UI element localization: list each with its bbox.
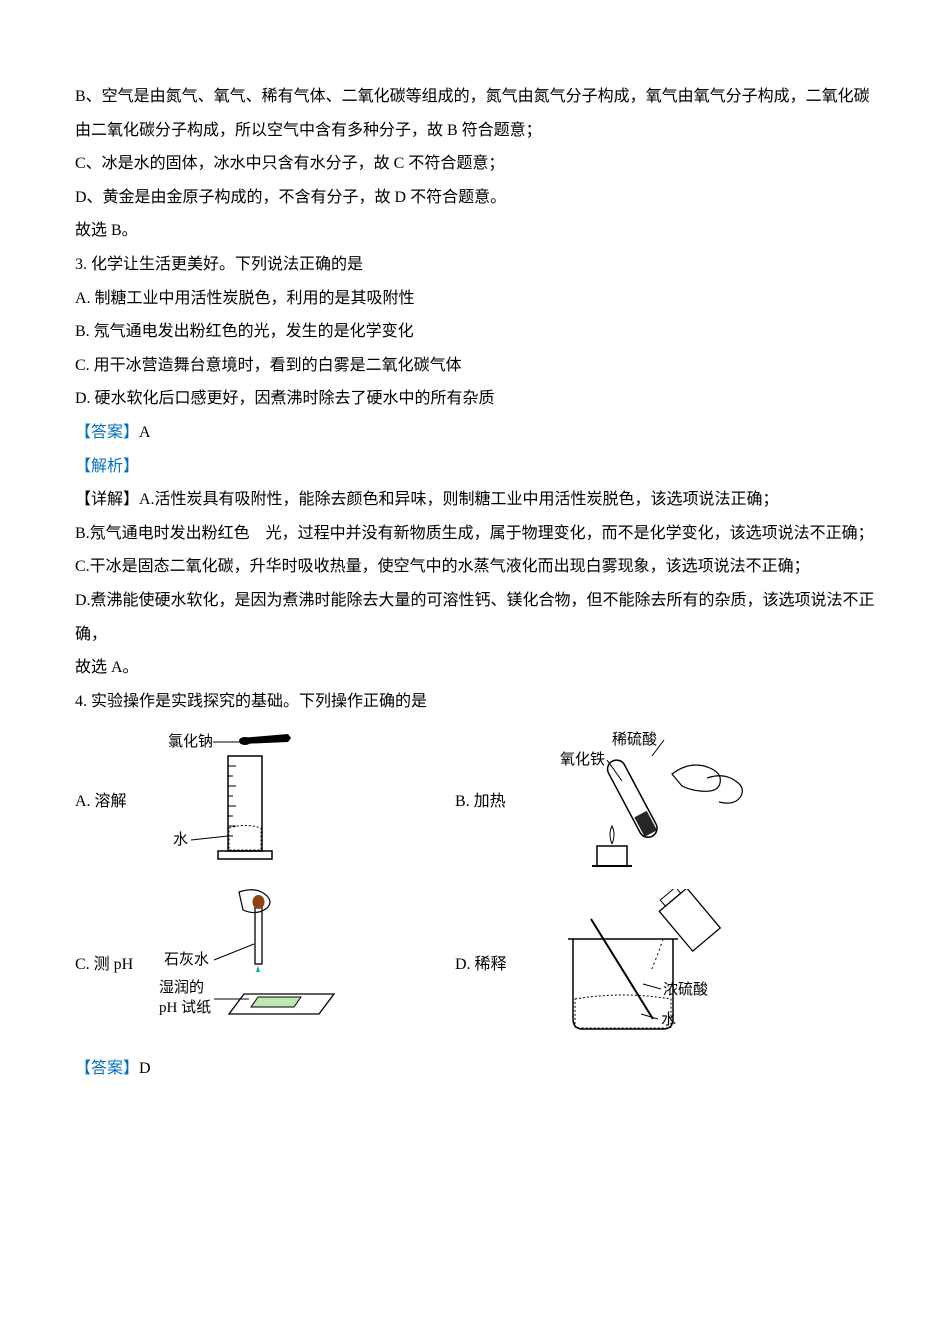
q2-option-d: D、黄金是由金原子构成的，不含有分子，故 D 不符合题意。	[75, 181, 875, 215]
q4-D-label: D. 稀释	[455, 955, 507, 974]
q4-option-D: D. 稀释 浓硫酸	[455, 884, 835, 1044]
q3-pick: 故选 A。	[75, 651, 875, 685]
q4-C-label: C. 测 pH	[75, 955, 133, 974]
q3-detail-A: 【详解】A.活性炭具有吸附性，能除去颜色和异味，则制糖工业中用活性炭脱色，该选项…	[75, 483, 875, 517]
svg-text:湿润的: 湿润的	[159, 979, 204, 996]
svg-text:浓硫酸: 浓硫酸	[663, 981, 708, 998]
q4-B-label: B. 加热	[455, 792, 506, 811]
svg-text:石灰水: 石灰水	[164, 951, 209, 968]
svg-text:稀硫酸: 稀硫酸	[612, 731, 657, 748]
q2-pick: 故选 B。	[75, 214, 875, 248]
page: B、空气是由氮气、氧气、稀有气体、二氧化碳等组成的，氮气由氮气分子构成，氧气由氧…	[0, 0, 950, 1146]
q3-detail-B: B.氖气通电时发出粉红色 光，过程中并没有新物质生成，属于物理变化，而不是化学变…	[75, 517, 875, 551]
q2-option-c: C、冰是水的固体，冰水中只含有水分子，故 C 不符合题意；	[75, 147, 875, 181]
svg-text:氯化钠: 氯化钠	[168, 733, 213, 750]
svg-text:pH 试纸: pH 试纸	[159, 999, 211, 1016]
q3-answer: 【答案】A	[75, 416, 875, 450]
analysis-label: 【解析】	[75, 458, 139, 475]
ph-test-icon: 石灰水 湿润的 pH 试纸	[139, 884, 349, 1044]
q3-D: D. 硬水软化后口感更好，因煮沸时除去了硬水中的所有杂质	[75, 382, 875, 416]
q3-detail-D: D.煮沸能使硬水软化，是因为煮沸时能除去大量的可溶性钙、镁化合物，但不能除去所有…	[75, 584, 875, 651]
q2-option-b: B、空气是由氮气、氧气、稀有气体、二氧化碳等组成的，氮气由氮气分子构成，氧气由氧…	[75, 80, 875, 147]
q4-A-label: A. 溶解	[75, 792, 127, 811]
q4-option-B: B. 加热 稀硫酸 氧化铁	[455, 726, 835, 876]
cylinder-dissolve-icon: 氯化钠 水	[133, 726, 323, 876]
svg-text:水: 水	[661, 1011, 676, 1028]
diagram-C: 石灰水 湿润的 pH 试纸	[139, 884, 349, 1044]
q4-row1: A. 溶解 氯化钠	[75, 726, 875, 876]
svg-text:水: 水	[173, 831, 188, 848]
diagram-A: 氯化钠 水	[133, 726, 323, 876]
q4-row2: C. 测 pH 石灰水 湿润的 pH 试纸	[75, 884, 875, 1044]
dilute-acid-icon: 浓硫酸 水	[513, 889, 743, 1039]
answer-label: 【答案】	[75, 424, 139, 441]
q4-option-A: A. 溶解 氯化钠	[75, 726, 455, 876]
q3-A: A. 制糖工业中用活性炭脱色，利用的是其吸附性	[75, 282, 875, 316]
diagram-B: 稀硫酸 氧化铁	[512, 726, 762, 876]
q4-option-C: C. 测 pH 石灰水 湿润的 pH 试纸	[75, 884, 455, 1044]
svg-text:氧化铁: 氧化铁	[560, 751, 605, 768]
q3-detail-C: C.干冰是固态二氧化碳，升华时吸收热量，使空气中的水蒸气液化而出现白雾现象，该选…	[75, 550, 875, 584]
answer-value: D	[139, 1060, 151, 1077]
q3-B: B. 氖气通电发出粉红色的光，发生的是化学变化	[75, 315, 875, 349]
q3-C: C. 用干冰营造舞台意境时，看到的白雾是二氧化碳气体	[75, 349, 875, 383]
q4-stem: 4. 实验操作是实践探究的基础。下列操作正确的是	[75, 685, 875, 719]
q3-stem: 3. 化学让生活更美好。下列说法正确的是	[75, 248, 875, 282]
q3-analysis-label: 【解析】	[75, 450, 875, 484]
q4-answer: 【答案】D	[75, 1052, 875, 1086]
answer-value: A	[139, 424, 151, 441]
answer-label: 【答案】	[75, 1060, 139, 1077]
diagram-D: 浓硫酸 水	[513, 889, 743, 1039]
heating-tube-icon: 稀硫酸 氧化铁	[512, 726, 762, 876]
